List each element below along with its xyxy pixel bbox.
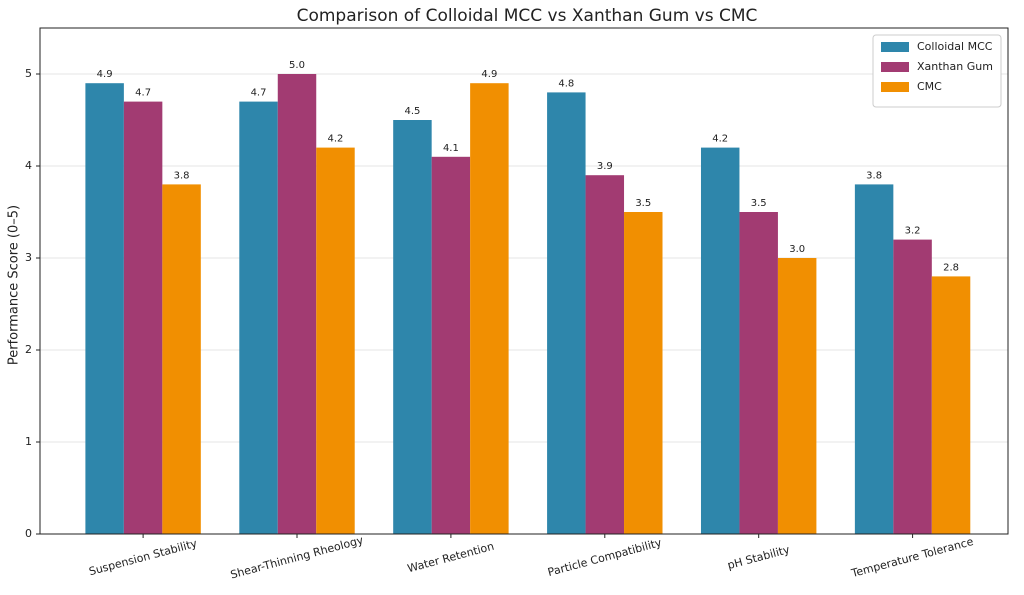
bar <box>277 74 317 534</box>
legend-swatch <box>881 82 909 92</box>
bar <box>931 276 971 534</box>
value-label: 4.5 <box>404 106 420 117</box>
value-label: 3.5 <box>751 198 767 209</box>
bar <box>893 239 932 534</box>
value-label: 3.2 <box>905 226 921 237</box>
legend-label: Colloidal MCC <box>917 40 993 53</box>
value-label: 4.7 <box>135 88 151 99</box>
legend-swatch <box>881 62 909 72</box>
bar <box>700 147 740 534</box>
legend-label: CMC <box>917 80 942 93</box>
legend-swatch <box>881 42 909 52</box>
value-label: 3.8 <box>866 170 882 181</box>
bar <box>123 101 163 534</box>
bar <box>777 258 817 534</box>
value-label: 3.8 <box>174 170 190 181</box>
chart-title: Comparison of Colloidal MCC vs Xanthan G… <box>297 6 758 26</box>
value-label: 3.0 <box>789 244 805 255</box>
y-tick-label: 0 <box>25 527 32 540</box>
y-tick-label: 1 <box>25 435 32 448</box>
bar <box>316 147 355 534</box>
y-tick-label: 3 <box>25 251 32 264</box>
value-label: 3.9 <box>597 161 613 172</box>
value-label: 4.2 <box>712 134 728 145</box>
bar <box>624 212 663 534</box>
value-label: 2.8 <box>943 262 959 273</box>
bar <box>85 83 124 534</box>
bar <box>162 184 201 534</box>
bar <box>547 92 586 535</box>
y-tick-label: 5 <box>25 67 32 80</box>
value-label: 3.5 <box>635 198 651 209</box>
bar <box>239 101 278 534</box>
legend-label: Xanthan Gum <box>917 60 993 73</box>
y-tick-label: 4 <box>25 159 32 172</box>
value-label: 4.7 <box>251 88 267 99</box>
value-label: 4.9 <box>97 69 113 80</box>
value-label: 4.8 <box>558 78 574 89</box>
bar <box>431 156 471 535</box>
value-label: 5.0 <box>289 60 305 71</box>
bar <box>393 120 432 534</box>
bar <box>854 184 894 534</box>
plot-frame <box>39 27 1009 535</box>
bar <box>585 175 625 534</box>
bar <box>470 83 509 534</box>
value-label: 4.1 <box>443 143 459 154</box>
y-axis-label: Performance Score (0–5) <box>7 205 22 365</box>
y-tick-label: 2 <box>25 343 32 356</box>
value-label: 4.2 <box>328 134 344 145</box>
value-label: 4.9 <box>481 69 497 80</box>
bar <box>739 212 778 534</box>
